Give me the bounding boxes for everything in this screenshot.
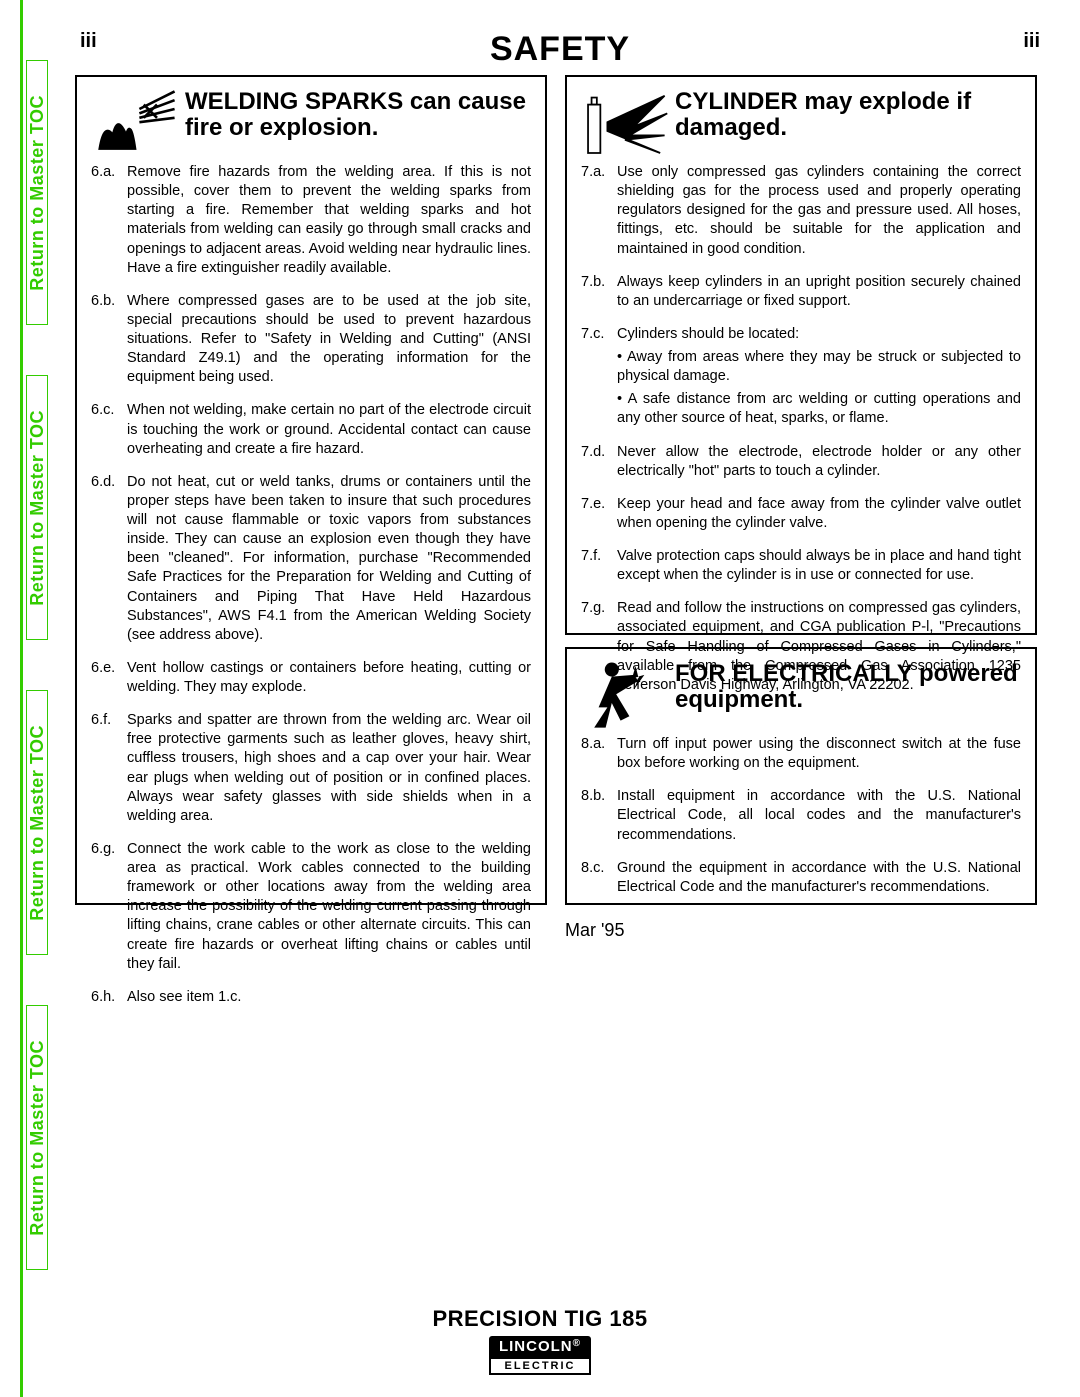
item-number: 6.c. — [91, 401, 127, 458]
list-item: 6.g.Connect the work cable to the work a… — [91, 840, 531, 974]
item-number: 8.b. — [581, 787, 617, 844]
item-text: Vent hollow castings or containers befor… — [127, 659, 531, 697]
toc-link-label: Return to Master TOC — [27, 1040, 48, 1236]
item-text: Keep your head and face away from the cy… — [617, 495, 1021, 533]
item-number: 6.f. — [91, 711, 127, 826]
item-text: Turn off input power using the disconnec… — [617, 735, 1021, 773]
item-sub: Away from areas where they may be struck… — [617, 348, 1021, 386]
footer: PRECISION TIG 185 LINCOLN® ELECTRIC — [0, 1306, 1080, 1375]
item-text: Use only compressed gas cylinders contai… — [617, 163, 1021, 259]
toc-link-label: Return to Master TOC — [27, 725, 48, 921]
item-number: 7.f. — [581, 547, 617, 585]
item-text: Where compressed gases are to be used at… — [127, 292, 531, 388]
list-item: 8.a.Turn off input power using the disco… — [581, 735, 1021, 773]
list-item: 7.b.Always keep cylinders in an upright … — [581, 273, 1021, 311]
item-text: Remove fire hazards from the welding are… — [127, 163, 531, 278]
item-text: Never allow the electrode, electrode hol… — [617, 443, 1021, 481]
section8-items: 8.a.Turn off input power using the disco… — [581, 735, 1021, 897]
logo-reg: ® — [573, 1338, 581, 1349]
list-item: 7.d.Never allow the electrode, electrode… — [581, 443, 1021, 481]
item-sub: A safe distance from arc welding or cutt… — [617, 390, 1021, 428]
section-cylinder: CYLINDER may explode if damaged. 7.a.Use… — [565, 75, 1037, 635]
logo-brand: LINCOLN — [499, 1338, 573, 1355]
item-number: 7.b. — [581, 273, 617, 311]
list-item: 6.b.Where compressed gases are to be use… — [91, 292, 531, 388]
list-item: 8.b.Install equipment in accordance with… — [581, 787, 1021, 844]
fire-sparks-icon — [91, 87, 179, 159]
item-number: 6.a. — [91, 163, 127, 278]
item-number: 7.a. — [581, 163, 617, 259]
footer-model: PRECISION TIG 185 — [0, 1306, 1080, 1332]
item-number: 7.e. — [581, 495, 617, 533]
item-number: 6.d. — [91, 473, 127, 645]
item-text: Ground the equipment in accordance with … — [617, 859, 1021, 897]
content: WELDING SPARKS can cause fire or explosi… — [75, 75, 1050, 1337]
list-item: 6.a.Remove fire hazards from the welding… — [91, 163, 531, 278]
sidebar: Return to Master TOC Return to Master TO… — [20, 0, 50, 1397]
toc-link-label: Return to Master TOC — [27, 95, 48, 291]
logo-sub: ELECTRIC — [489, 1357, 591, 1375]
list-item: 7.c.Cylinders should be located: — [581, 325, 1021, 344]
section-welding-sparks: WELDING SPARKS can cause fire or explosi… — [75, 75, 547, 905]
revision-date: Mar '95 — [565, 920, 624, 941]
item-number: 6.e. — [91, 659, 127, 697]
list-item: 8.c.Ground the equipment in accordance w… — [581, 859, 1021, 897]
list-item: 6.h.Also see item 1.c. — [91, 988, 531, 1007]
toc-link-3[interactable]: Return to Master TOC — [26, 690, 48, 955]
list-item: 7.a.Use only compressed gas cylinders co… — [581, 163, 1021, 259]
list-item: 7.e.Keep your head and face away from th… — [581, 495, 1021, 533]
item-text: Connect the work cable to the work as cl… — [127, 840, 531, 974]
item-text: When not welding, make certain no part o… — [127, 401, 531, 458]
toc-link-4[interactable]: Return to Master TOC — [26, 1005, 48, 1270]
lincoln-logo: LINCOLN® ELECTRIC — [489, 1336, 591, 1375]
list-item: 6.c.When not welding, make certain no pa… — [91, 401, 531, 458]
item-text: Do not heat, cut or weld tanks, drums or… — [127, 473, 531, 645]
page-title: SAFETY — [70, 30, 1050, 69]
item-text: Always keep cylinders in an upright posi… — [617, 273, 1021, 311]
item-text: Install equipment in accordance with the… — [617, 787, 1021, 844]
section7-items: 7.a.Use only compressed gas cylinders co… — [581, 163, 1021, 695]
list-item: 7.f.Valve protection caps should always … — [581, 547, 1021, 585]
electric-shock-icon — [581, 659, 669, 731]
item-number: 7.d. — [581, 443, 617, 481]
item-text: Cylinders should be located: — [617, 325, 1021, 344]
item-text: Valve protection caps should always be i… — [617, 547, 1021, 585]
toc-link-1[interactable]: Return to Master TOC — [26, 60, 48, 325]
page-number-right: iii — [1023, 30, 1040, 53]
toc-link-label: Return to Master TOC — [27, 410, 48, 606]
toc-link-2[interactable]: Return to Master TOC — [26, 375, 48, 640]
section6-items: 6.a.Remove fire hazards from the welding… — [91, 163, 531, 1007]
list-item: 6.f.Sparks and spatter are thrown from t… — [91, 711, 531, 826]
item-number: 6.g. — [91, 840, 127, 974]
item-number: 7.c. — [581, 325, 617, 344]
item-number: 6.h. — [91, 988, 127, 1007]
section-electrical: FOR ELECTRICALLY powered equipment. 8.a.… — [565, 647, 1037, 905]
item-text: Sparks and spatter are thrown from the w… — [127, 711, 531, 826]
list-item: 6.e.Vent hollow castings or containers b… — [91, 659, 531, 697]
cylinder-explode-icon — [581, 87, 669, 159]
page: Return to Master TOC Return to Master TO… — [0, 0, 1080, 1397]
header: iii SAFETY iii — [70, 30, 1050, 70]
item-number: 6.b. — [91, 292, 127, 388]
list-item: 6.d.Do not heat, cut or weld tanks, drum… — [91, 473, 531, 645]
item-number: 8.c. — [581, 859, 617, 897]
item-number: 8.a. — [581, 735, 617, 773]
item-text: Also see item 1.c. — [127, 988, 531, 1007]
